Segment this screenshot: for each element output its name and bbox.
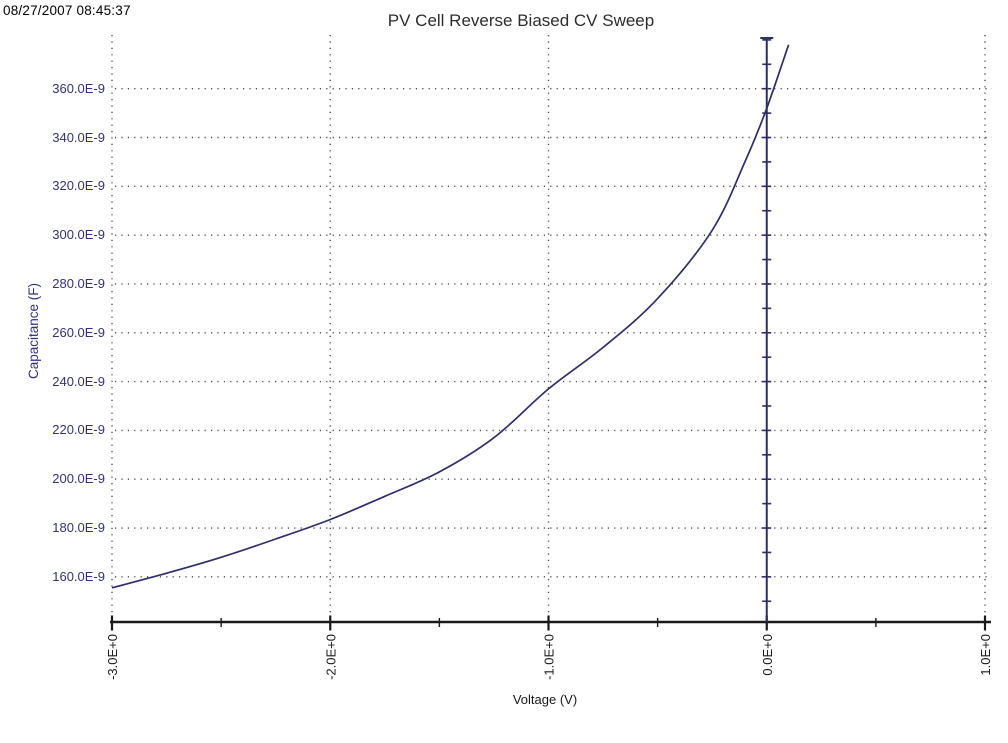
y-tick-label: 320.0E-9 — [52, 178, 105, 194]
y-tick-label: 260.0E-9 — [52, 324, 105, 340]
cv-curve — [111, 44, 790, 589]
y-axis-label: Capacitance (F) — [26, 283, 41, 379]
y-tick-label: 220.0E-9 — [52, 422, 105, 438]
x-tick-label: -1.0E+0 — [542, 634, 557, 680]
x-tick-label: -3.0E+0 — [105, 634, 120, 680]
x-tick-label: 1.0E+0 — [978, 634, 993, 676]
y-tick-label: 300.0E-9 — [52, 227, 105, 243]
y-tick-label: 240.0E-9 — [52, 373, 105, 389]
x-axis-label: Voltage (V) — [512, 692, 578, 707]
y-tick-label: 340.0E-9 — [52, 129, 105, 145]
y-tick-label: 180.0E-9 — [52, 520, 105, 536]
y-tick-label: 280.0E-9 — [52, 275, 105, 291]
x-tick-label: 0.0E+0 — [760, 634, 775, 676]
x-tick-label: -2.0E+0 — [323, 634, 338, 680]
y-tick-label: 360.0E-9 — [52, 80, 105, 96]
timestamp: 08/27/2007 08:45:37 — [3, 3, 131, 18]
y-tick-label: 200.0E-9 — [52, 471, 105, 487]
y-tick-label: 160.0E-9 — [52, 568, 105, 584]
chart-title: PV Cell Reverse Biased CV Sweep — [387, 11, 655, 30]
